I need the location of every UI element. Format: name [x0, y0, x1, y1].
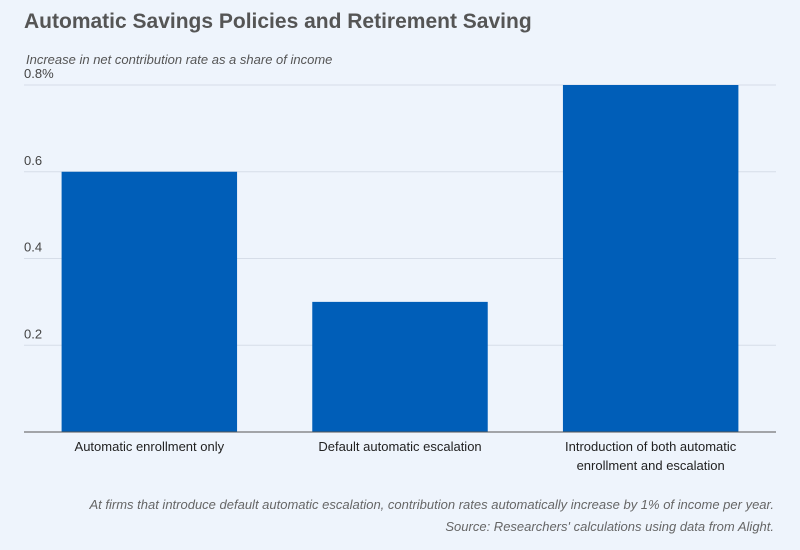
- bars: [61, 85, 739, 432]
- bar: [312, 301, 488, 432]
- x-tick-label: Default automatic escalation: [318, 439, 481, 454]
- x-tick-label: enrollment and escalation: [577, 458, 725, 473]
- y-tick-label: 0.2: [24, 326, 42, 341]
- bar: [61, 171, 238, 432]
- x-tick-labels: Automatic enrollment only Default automat…: [75, 439, 737, 473]
- source-note: Source: Researchers' calculations using …: [445, 519, 774, 534]
- y-tick-label: 0.6: [24, 153, 42, 168]
- y-tick-labels: 0.2 0.4 0.6 0.8%: [24, 66, 54, 341]
- x-tick-label: Introduction of both automatic: [565, 439, 737, 454]
- y-tick-label: 0.4: [24, 240, 42, 255]
- x-tick-label: Automatic enrollment only: [75, 439, 225, 454]
- chart-title: Automatic Savings Policies and Retiremen…: [24, 10, 532, 33]
- bar: [562, 85, 739, 432]
- y-axis-label: Increase in net contribution rate as a s…: [26, 52, 332, 67]
- y-tick-label: 0.8%: [24, 66, 54, 81]
- footnote: At firms that introduce default automati…: [88, 497, 774, 512]
